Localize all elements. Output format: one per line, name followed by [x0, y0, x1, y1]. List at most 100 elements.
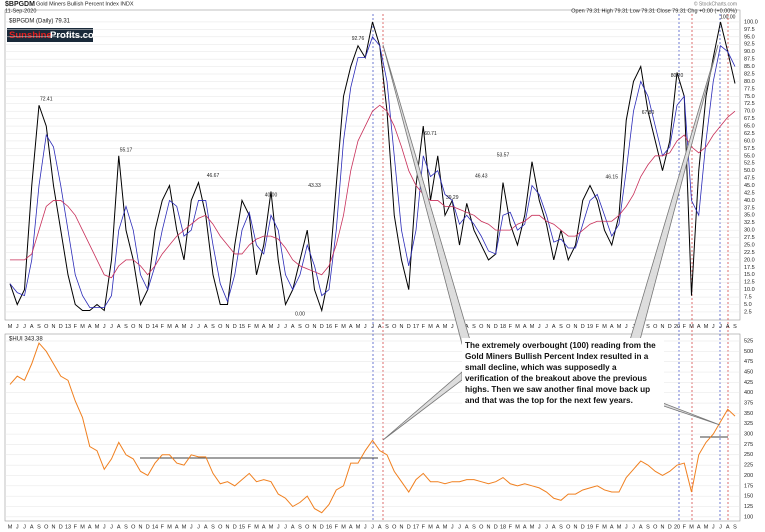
y-tick-label: 47.5 — [744, 176, 755, 182]
x-tick-label: F — [509, 324, 513, 330]
x-tick-label: S — [472, 524, 476, 530]
y-tick-label: 55.0 — [744, 153, 755, 159]
y-tick-label: 72.5 — [744, 101, 755, 107]
y-tick-label: 40.0 — [744, 198, 755, 204]
x-tick-label: N — [226, 324, 230, 330]
legend: $BPGDM (Daily) 79.31 — [9, 19, 71, 25]
x-tick-label: M — [80, 524, 85, 530]
x-tick-label: M — [530, 324, 535, 330]
x-tick-label: J — [712, 324, 715, 330]
series-line — [9, 36, 736, 308]
x-tick-label: A — [436, 324, 440, 330]
x-tick-label: M — [530, 524, 535, 530]
x-tick-label: J — [632, 524, 635, 530]
x-tick-label: M — [428, 524, 433, 530]
x-tick-label: J — [110, 324, 113, 330]
peak-label: 0.00 — [295, 312, 305, 318]
peak-label: 100.00 — [720, 14, 736, 20]
x-tick-label: M — [602, 524, 607, 530]
x-tick-label: M — [515, 524, 520, 530]
x-tick-label: S — [559, 324, 563, 330]
x-tick-label: D — [668, 324, 672, 330]
x-tick-label: A — [552, 324, 556, 330]
x-tick-label: D — [59, 524, 63, 530]
y-tick-label: 30.0 — [744, 228, 755, 234]
x-tick-label: S — [472, 324, 476, 330]
x-tick-label: N — [52, 524, 56, 530]
x-tick-label: N — [487, 324, 491, 330]
y-tick-label: 42.5 — [744, 190, 755, 196]
x-tick-label: M — [80, 324, 85, 330]
x-tick-label: S — [733, 524, 737, 530]
x-tick-label: A — [175, 524, 179, 530]
x-tick-label: D — [146, 324, 150, 330]
x-tick-label: O — [305, 524, 310, 530]
x-tick-label: F — [683, 324, 687, 330]
y-tick-label: 200 — [744, 473, 753, 479]
x-tick-label: J — [197, 324, 200, 330]
x-tick-label: A — [117, 324, 121, 330]
x-tick-label: O — [479, 524, 484, 530]
x-tick-label: J — [545, 324, 548, 330]
x-tick-label: F — [422, 524, 426, 530]
x-tick-label: F — [422, 324, 426, 330]
x-tick-label: N — [139, 324, 143, 330]
x-tick-label: F — [161, 524, 165, 530]
x-tick-label: J — [719, 524, 722, 530]
x-tick-label: F — [596, 524, 600, 530]
x-tick-label: J — [190, 324, 193, 330]
x-tick-label: O — [218, 324, 223, 330]
y-tick-label: 97.5 — [744, 27, 755, 33]
y-tick-label: 475 — [744, 359, 753, 365]
y-tick-label: 500 — [744, 349, 753, 355]
x-tick-label: M — [254, 524, 259, 530]
x-tick-label: J — [545, 524, 548, 530]
x-tick-label: J — [284, 324, 287, 330]
x-tick-label: F — [161, 324, 165, 330]
x-tick-label: 15 — [239, 524, 245, 530]
x-tick-label: A — [88, 324, 92, 330]
x-tick-label: M — [356, 324, 361, 330]
peak-label: 43.33 — [308, 183, 321, 189]
x-tick-label: A — [175, 324, 179, 330]
x-tick-label: M — [341, 324, 346, 330]
x-tick-label: 20 — [674, 324, 680, 330]
x-tick-label: O — [305, 324, 310, 330]
peak-label: 46.43 — [475, 174, 488, 180]
x-tick-label: O — [218, 524, 223, 530]
y-tick-label: 20.0 — [744, 257, 755, 263]
x-tick-label: D — [320, 324, 324, 330]
x-tick-label: S — [385, 324, 389, 330]
peak-label: 46.67 — [207, 173, 220, 179]
x-tick-label: N — [574, 324, 578, 330]
y-tick-label: 90.0 — [744, 49, 755, 55]
x-tick-label: N — [400, 524, 404, 530]
x-tick-label: J — [625, 524, 628, 530]
x-tick-label: A — [523, 324, 527, 330]
x-tick-label: D — [59, 324, 63, 330]
x-tick-label: A — [523, 524, 527, 530]
x-tick-label: 16 — [326, 524, 332, 530]
x-tick-label: S — [298, 524, 302, 530]
y-tick-label: 80.0 — [744, 79, 755, 85]
x-tick-label: 18 — [500, 324, 506, 330]
x-tick-label: J — [538, 524, 541, 530]
y-tick-label: 85.0 — [744, 64, 755, 70]
y-tick-label: 225 — [744, 463, 753, 469]
x-tick-label: M — [356, 524, 361, 530]
x-tick-label: O — [479, 324, 484, 330]
peak-label: 92.76 — [352, 36, 365, 42]
x-tick-label: M — [428, 324, 433, 330]
y-tick-label: 67.5 — [744, 116, 755, 122]
x-tick-label: A — [262, 324, 266, 330]
x-tick-label: S — [385, 524, 389, 530]
x-tick-label: O — [653, 324, 658, 330]
series-line — [10, 104, 736, 279]
x-tick-label: N — [574, 524, 578, 530]
x-tick-label: 13 — [65, 324, 71, 330]
y-tick-label: 77.5 — [744, 86, 755, 92]
x-tick-label: 19 — [587, 524, 593, 530]
x-tick-label: S — [37, 324, 41, 330]
x-tick-label: J — [23, 524, 26, 530]
y-tick-label: 12.5 — [744, 280, 755, 286]
